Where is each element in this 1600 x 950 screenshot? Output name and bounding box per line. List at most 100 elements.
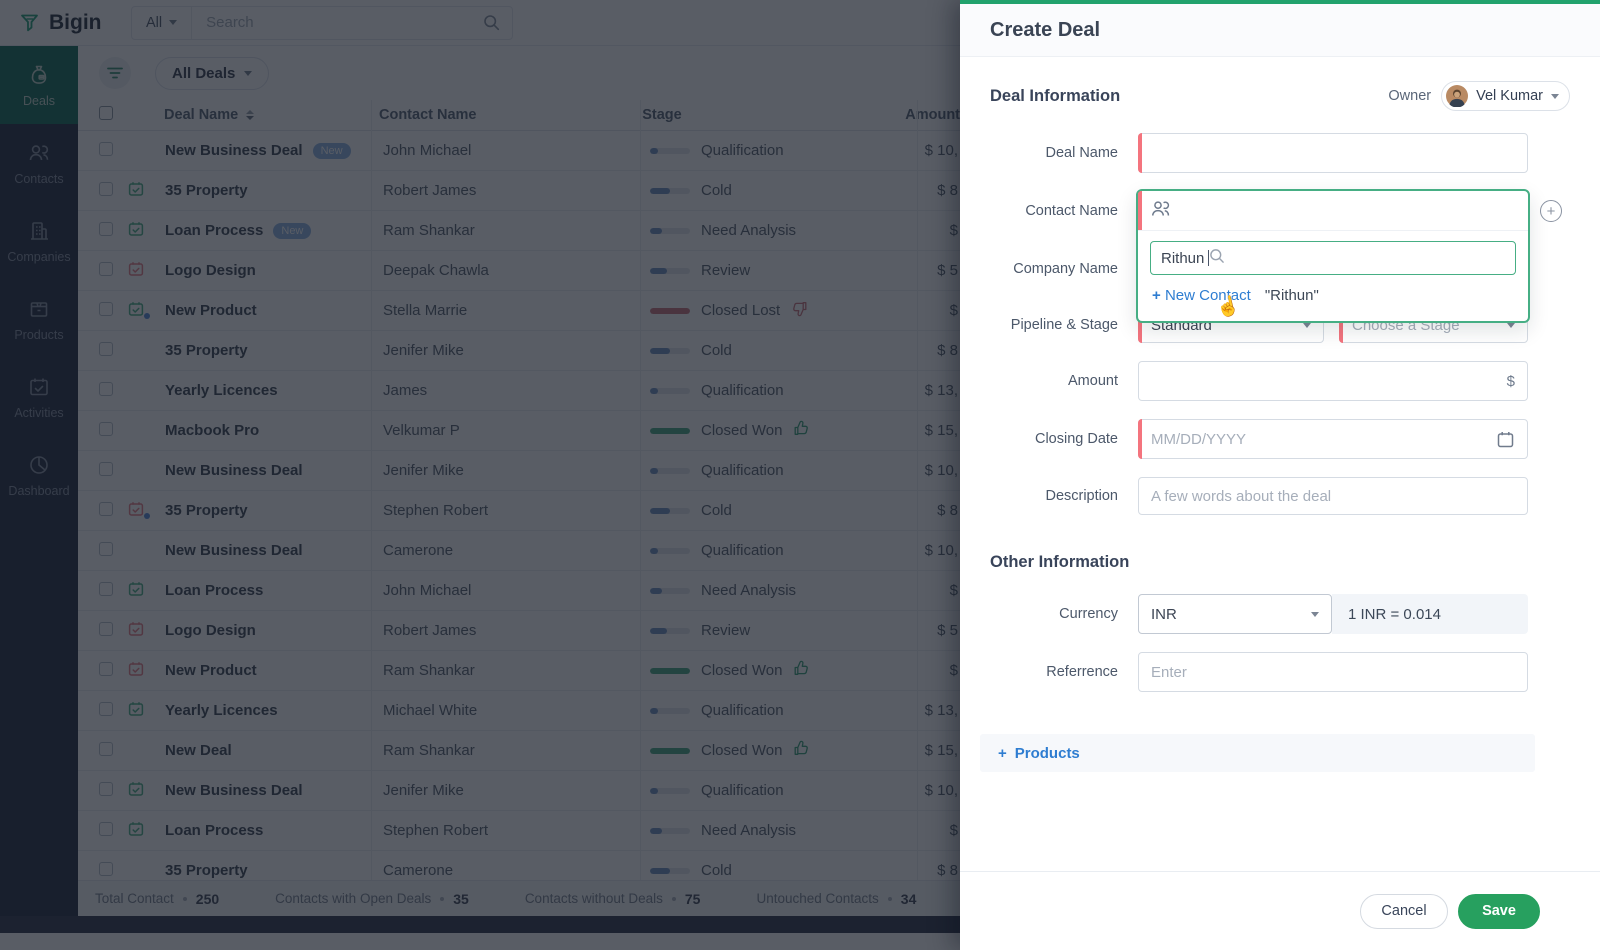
save-button[interactable]: Save xyxy=(1458,893,1540,929)
products-box-icon xyxy=(30,302,48,317)
contact-name: Robert James xyxy=(383,622,477,639)
row-checkbox[interactable] xyxy=(99,701,113,716)
stage-progress-bar xyxy=(650,547,690,554)
red-calendar-check-icon xyxy=(128,621,144,636)
stage-label: Closed Lost xyxy=(701,302,781,319)
row-checkbox[interactable] xyxy=(99,501,113,516)
table-row[interactable]: 35 Property Jenifer Mike Cold $ 8 xyxy=(78,331,960,371)
stage-progress-bar xyxy=(650,347,690,354)
row-checkbox[interactable] xyxy=(99,541,113,556)
table-row[interactable]: Logo Design Robert James Review $ 5 xyxy=(78,611,960,651)
search-scope-dropdown[interactable]: All xyxy=(132,6,193,39)
row-checkbox[interactable] xyxy=(99,221,113,236)
table-row[interactable]: Yearly Licences James Qualification $ 13… xyxy=(78,371,960,411)
deal-name-input[interactable] xyxy=(1138,133,1528,173)
new-contact-link[interactable]: New Contact xyxy=(1164,287,1251,304)
table-row[interactable]: Loan Process John Michael Need Analysis … xyxy=(78,571,960,611)
chevron-down-icon xyxy=(1311,611,1319,617)
reference-input[interactable]: Enter xyxy=(1138,652,1528,692)
stat-open-deals: Contacts with Open Deals 35 xyxy=(275,890,469,907)
chevron-down-icon xyxy=(169,20,178,25)
sort-icon[interactable] xyxy=(246,110,255,120)
table-row[interactable]: New Business Deal Camerone Qualification… xyxy=(78,531,960,571)
thumb-icon-slot xyxy=(793,420,810,441)
row-checkbox[interactable] xyxy=(99,301,113,316)
table-row[interactable]: Loan Process Stephen Robert Need Analysi… xyxy=(78,811,960,851)
brand[interactable]: Bigin xyxy=(18,11,123,35)
products-link[interactable]: Products xyxy=(1014,744,1080,762)
column-header-deal-name[interactable]: Deal Name xyxy=(164,107,239,123)
view-selector[interactable]: All Deals xyxy=(155,56,270,90)
amount: $ 15, xyxy=(924,422,958,439)
stage-cell: Qualification xyxy=(640,782,917,799)
filter-button[interactable] xyxy=(99,57,131,89)
add-products-row[interactable]: + Products xyxy=(980,734,1535,772)
column-header-stage[interactable]: Stage xyxy=(642,107,682,123)
table-row[interactable]: Macbook Pro Velkumar P Closed Won $ 15, xyxy=(78,411,960,451)
row-checkbox[interactable] xyxy=(99,461,113,476)
row-checkbox[interactable] xyxy=(99,661,113,676)
row-checkbox[interactable] xyxy=(99,741,113,756)
stage-cell: Cold xyxy=(640,862,917,879)
cancel-button[interactable]: Cancel xyxy=(1360,893,1448,929)
table-row[interactable]: Yearly Licences Michael White Qualificat… xyxy=(78,691,960,731)
sidebar-item-dashboard[interactable]: Dashboard xyxy=(0,436,78,514)
row-checkbox[interactable] xyxy=(99,141,113,156)
sidebar-item-companies[interactable]: Companies xyxy=(0,202,78,280)
column-header-amount[interactable]: Amount xyxy=(905,107,960,123)
contact-name: Ram Shankar xyxy=(383,662,475,679)
row-checkbox[interactable] xyxy=(99,421,113,436)
table-row[interactable]: New Business Deal Jenifer Mike Qualifica… xyxy=(78,451,960,491)
table-row[interactable]: Loan Process New Ram Shankar Need Analys… xyxy=(78,211,960,251)
add-contact-button[interactable]: + xyxy=(1540,200,1562,222)
contact-name: Jenifer Mike xyxy=(383,782,464,799)
owner-name: Vel Kumar xyxy=(1476,88,1543,104)
contacts-people-icon xyxy=(1152,200,1170,216)
column-header-contact-name[interactable]: Contact Name xyxy=(378,107,477,123)
closing-date-input[interactable]: MM/DD/YYYY xyxy=(1138,419,1528,459)
sidebar-item-contacts[interactable]: Contacts xyxy=(0,124,78,202)
select-all-checkbox[interactable] xyxy=(99,106,113,120)
table-row[interactable]: 35 Property Stephen Robert Cold $ 8 xyxy=(78,491,960,531)
row-checkbox[interactable] xyxy=(99,261,113,276)
column-divider xyxy=(917,100,918,880)
row-checkbox[interactable] xyxy=(99,781,113,796)
stat-untouched: Untouched Contacts 34 xyxy=(756,890,917,907)
table-row[interactable]: New Product Stella Marrie Closed Lost $ xyxy=(78,291,960,331)
row-checkbox[interactable] xyxy=(99,861,113,876)
description-input[interactable]: A few words about the deal xyxy=(1138,477,1528,515)
new-contact-suggestion[interactable]: + New Contact "Rithun" xyxy=(1138,275,1528,304)
stage-cell: Review xyxy=(640,262,917,279)
calendar-icon xyxy=(1497,431,1514,447)
amount-label: Amount xyxy=(1068,373,1118,389)
table-row[interactable]: New Product Ram Shankar Closed Won $ xyxy=(78,651,960,691)
table-row[interactable]: Logo Design Deepak Chawla Review $ 5 xyxy=(78,251,960,291)
sidebar-item-products[interactable]: Products xyxy=(0,280,78,358)
table-row[interactable]: New Business Deal New John Michael Quali… xyxy=(78,131,960,171)
row-checkbox[interactable] xyxy=(99,181,113,196)
contact-search-input[interactable]: Rithun xyxy=(1150,241,1516,275)
amount-input[interactable]: $ xyxy=(1138,361,1528,401)
row-checkbox[interactable] xyxy=(99,341,113,356)
sidebar-item-activities[interactable]: Activities xyxy=(0,358,78,436)
owner-selector[interactable]: Vel Kumar xyxy=(1441,81,1570,111)
search-input[interactable]: Search xyxy=(206,14,254,31)
row-checkbox[interactable] xyxy=(99,621,113,636)
stage-progress-bar xyxy=(650,627,690,634)
table-row[interactable]: New Business Deal Jenifer Mike Qualifica… xyxy=(78,771,960,811)
row-checkbox[interactable] xyxy=(99,381,113,396)
contact-name: Stephen Robert xyxy=(383,502,489,519)
contact-name-input[interactable] xyxy=(1138,191,1528,231)
panel-title: Create Deal xyxy=(990,18,1101,41)
row-checkbox[interactable] xyxy=(99,581,113,596)
stage-progress-bar xyxy=(650,387,690,394)
sidebar-item-deals[interactable]: Deals xyxy=(0,46,78,124)
table-row[interactable]: New Deal Ram Shankar Closed Won $ 15, xyxy=(78,731,960,771)
currency-select[interactable]: INR xyxy=(1138,594,1332,634)
deal-name: 35 Property xyxy=(165,502,248,519)
global-search[interactable]: All Search xyxy=(131,5,513,40)
table-row[interactable]: 35 Property Robert James Cold $ 8 xyxy=(78,171,960,211)
row-checkbox[interactable] xyxy=(99,821,113,836)
stage-label: Cold xyxy=(701,182,732,199)
new-badge: New xyxy=(312,142,351,159)
